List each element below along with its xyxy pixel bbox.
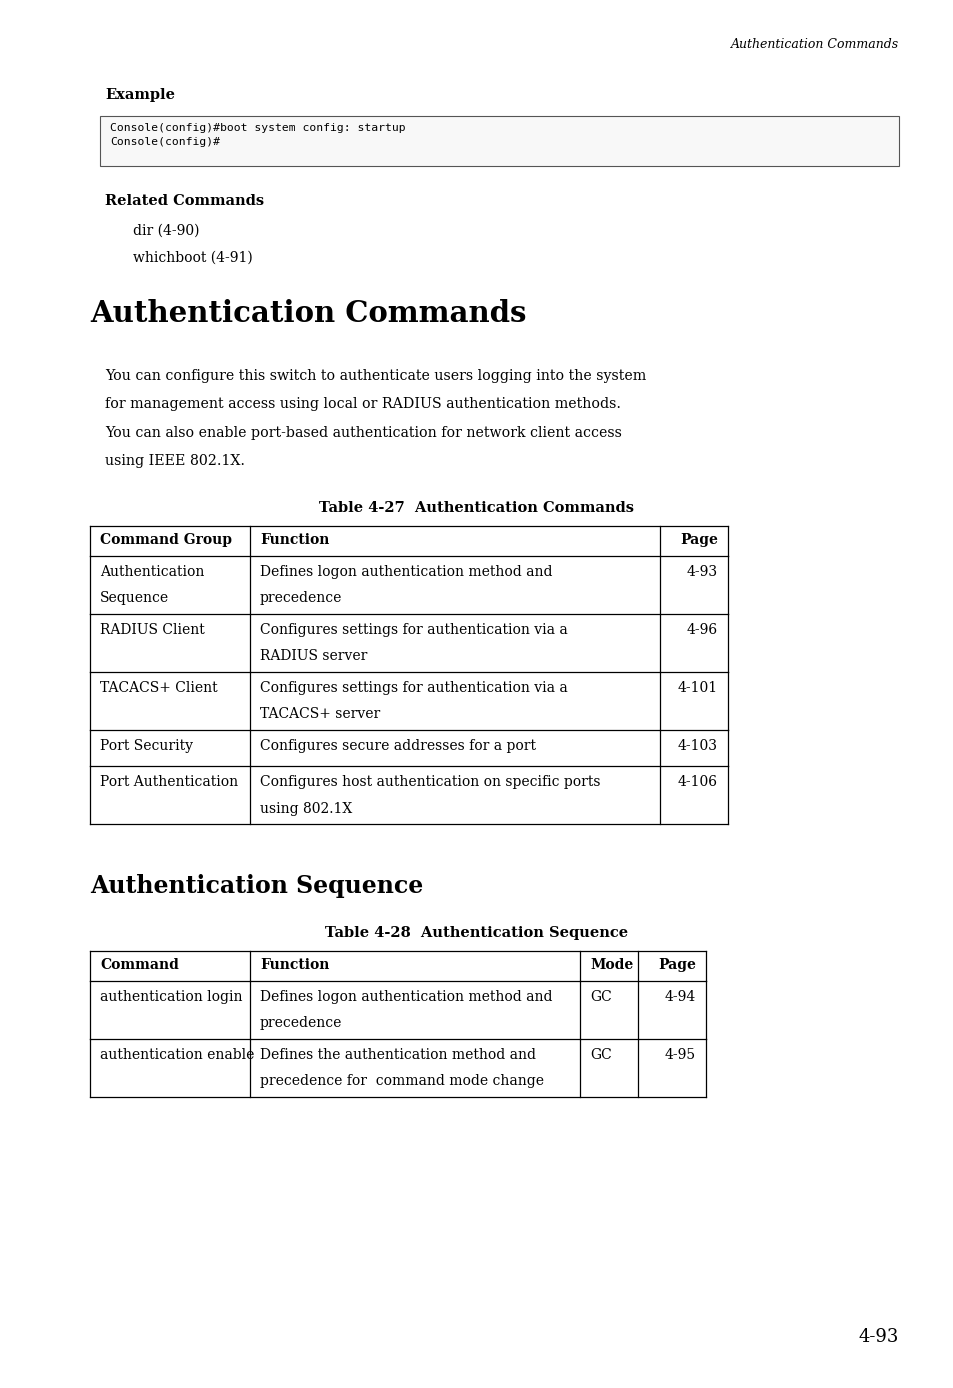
Text: RADIUS Client: RADIUS Client (100, 623, 205, 637)
Text: Function: Function (260, 958, 329, 972)
Text: authentication login: authentication login (100, 990, 242, 1004)
Text: Command Group: Command Group (100, 533, 232, 547)
Text: Page: Page (658, 958, 696, 972)
Text: Authentication Commands: Authentication Commands (730, 37, 898, 51)
Text: Table 4-28  Authentication Sequence: Table 4-28 Authentication Sequence (325, 926, 628, 940)
Text: Function: Function (260, 533, 329, 547)
Text: You can configure this switch to authenticate users logging into the system: You can configure this switch to authent… (105, 369, 645, 383)
Text: for management access using local or RADIUS authentication methods.: for management access using local or RAD… (105, 397, 620, 411)
Text: precedence: precedence (260, 1016, 342, 1030)
Text: using 802.1X: using 802.1X (260, 801, 352, 816)
Text: Port Authentication: Port Authentication (100, 775, 238, 788)
Text: 4-95: 4-95 (664, 1048, 696, 1062)
Text: authentication enable: authentication enable (100, 1048, 254, 1062)
Text: precedence for  command mode change: precedence for command mode change (260, 1074, 543, 1088)
Text: Configures settings for authentication via a: Configures settings for authentication v… (260, 682, 567, 695)
Text: Related Commands: Related Commands (105, 194, 264, 208)
Text: Example: Example (105, 87, 174, 101)
Text: Authentication Sequence: Authentication Sequence (90, 874, 423, 898)
Bar (100, 117, 898, 167)
Text: 4-94: 4-94 (664, 990, 696, 1004)
Text: Configures settings for authentication via a: Configures settings for authentication v… (260, 623, 567, 637)
Text: Table 4-27  Authentication Commands: Table 4-27 Authentication Commands (319, 501, 634, 515)
Text: Configures secure addresses for a port: Configures secure addresses for a port (260, 738, 536, 754)
Text: TACACS+ server: TACACS+ server (260, 708, 380, 722)
Text: using IEEE 802.1X.: using IEEE 802.1X. (105, 454, 245, 469)
Text: Authentication: Authentication (100, 565, 204, 579)
Text: TACACS+ Client: TACACS+ Client (100, 682, 217, 695)
Text: Defines logon authentication method and: Defines logon authentication method and (260, 990, 552, 1004)
Text: 4-106: 4-106 (678, 775, 718, 788)
Text: Console(config)#boot system config: startup
Console(config)#: Console(config)#boot system config: star… (110, 124, 405, 147)
Text: precedence: precedence (260, 591, 342, 605)
Text: You can also enable port-based authentication for network client access: You can also enable port-based authentic… (105, 426, 621, 440)
Text: Command: Command (100, 958, 179, 972)
Text: Defines logon authentication method and: Defines logon authentication method and (260, 565, 552, 579)
Text: 4-103: 4-103 (678, 738, 718, 754)
Text: Authentication Commands: Authentication Commands (90, 298, 526, 328)
Text: GC: GC (589, 1048, 611, 1062)
Text: whichboot (4-91): whichboot (4-91) (132, 251, 253, 265)
Text: GC: GC (589, 990, 611, 1004)
Text: Page: Page (679, 533, 718, 547)
Text: 4-101: 4-101 (678, 682, 718, 695)
Text: Port Security: Port Security (100, 738, 193, 754)
Text: dir (4-90): dir (4-90) (132, 223, 199, 237)
Text: 4-96: 4-96 (686, 623, 718, 637)
Text: Sequence: Sequence (100, 591, 169, 605)
Text: Mode: Mode (589, 958, 633, 972)
Text: 4-93: 4-93 (858, 1328, 898, 1346)
Text: Configures host authentication on specific ports: Configures host authentication on specif… (260, 775, 599, 788)
Text: Defines the authentication method and: Defines the authentication method and (260, 1048, 536, 1062)
Text: 4-93: 4-93 (686, 565, 718, 579)
Text: RADIUS server: RADIUS server (260, 650, 367, 663)
